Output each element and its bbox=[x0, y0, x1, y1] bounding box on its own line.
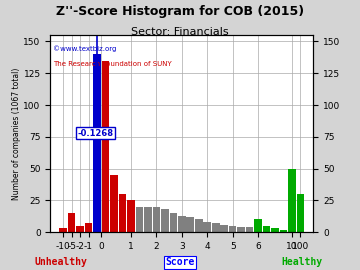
Bar bbox=[280, 230, 287, 232]
Text: Healthy: Healthy bbox=[282, 257, 323, 267]
Bar bbox=[271, 228, 279, 232]
Bar bbox=[76, 226, 84, 232]
Bar bbox=[127, 200, 135, 232]
Text: -0.1268: -0.1268 bbox=[77, 129, 113, 137]
Bar bbox=[297, 194, 304, 232]
Bar bbox=[119, 194, 126, 232]
Text: ©www.textbiz.org: ©www.textbiz.org bbox=[53, 45, 116, 52]
Text: Unhealthy: Unhealthy bbox=[35, 257, 87, 267]
Bar bbox=[59, 228, 67, 232]
Bar bbox=[85, 223, 93, 232]
Bar bbox=[110, 175, 118, 232]
Bar bbox=[263, 226, 270, 232]
Bar bbox=[220, 225, 228, 232]
Bar bbox=[237, 227, 245, 232]
Bar bbox=[170, 213, 177, 232]
Text: Sector: Financials: Sector: Financials bbox=[131, 27, 229, 37]
Bar bbox=[102, 60, 109, 232]
Bar bbox=[153, 207, 160, 232]
Bar bbox=[186, 217, 194, 232]
Bar bbox=[161, 209, 168, 232]
Bar bbox=[68, 213, 75, 232]
Bar bbox=[203, 222, 211, 232]
Text: Z''-Score Histogram for COB (2015): Z''-Score Histogram for COB (2015) bbox=[56, 5, 304, 18]
Bar bbox=[288, 169, 296, 232]
Bar bbox=[136, 207, 143, 232]
Bar bbox=[246, 227, 253, 232]
Y-axis label: Number of companies (1067 total): Number of companies (1067 total) bbox=[12, 68, 21, 200]
Bar bbox=[229, 226, 237, 232]
Bar bbox=[254, 220, 262, 232]
Text: The Research Foundation of SUNY: The Research Foundation of SUNY bbox=[53, 61, 172, 67]
Bar bbox=[212, 223, 220, 232]
Text: Score: Score bbox=[165, 257, 195, 267]
Bar bbox=[195, 220, 203, 232]
Bar bbox=[144, 207, 152, 232]
Bar bbox=[178, 216, 186, 232]
Bar bbox=[93, 54, 101, 232]
